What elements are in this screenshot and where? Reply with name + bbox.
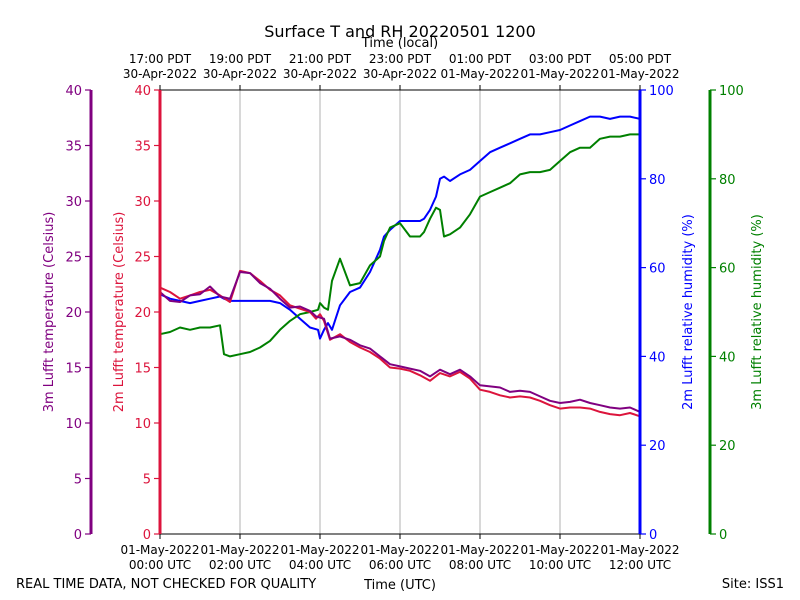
axis-tick-label: 60 [649, 262, 666, 277]
axis-tick-label: 20 [65, 306, 82, 321]
top-tick-label: 05:00 PDT [609, 52, 672, 66]
axis-tick-label: 10 [134, 417, 151, 432]
series-lines [159, 115, 641, 418]
axis-tick-label: 40 [649, 350, 666, 365]
axis-tick-label: 20 [134, 306, 151, 321]
axis-2m-humidity: 0 20 40 60 80 100 2m Lufft relative humidity (… [638, 84, 696, 543]
axis-title: 2m Lufft relative humidity (%) [681, 214, 696, 410]
axis-title: 2m Lufft temperature (Celsius) [112, 212, 127, 413]
top-tick-date: 30-Apr-2022 [363, 67, 437, 81]
axis-tick-label: 80 [649, 173, 666, 188]
bottom-axis-label: Time (UTC) [363, 578, 436, 593]
axis-tick-label: 25 [65, 251, 82, 266]
axis-tick-label: 35 [134, 140, 151, 155]
site-label: Site: ISS1 [722, 577, 784, 592]
bottom-tick-date: 01-May-2022 [280, 543, 359, 557]
axis-tick-label: 80 [719, 173, 736, 188]
top-tick-label: 23:00 PDT [369, 52, 432, 66]
top-tick-label: 17:00 PDT [129, 52, 192, 66]
axis-tick-label: 5 [143, 473, 151, 488]
axis-tick-label: 40 [134, 84, 151, 99]
axis-tick-label: 5 [74, 473, 82, 488]
axis-tick-label: 0 [143, 528, 151, 543]
axis-tick-label: 15 [134, 362, 151, 377]
grid-lines [239, 90, 561, 534]
axis-title: 3m Lufft relative humidity (%) [750, 214, 765, 410]
top-tick-label: 03:00 PDT [529, 52, 592, 66]
quality-disclaimer: REAL TIME DATA, NOT CHECKED FOR QUALITY [16, 577, 316, 592]
axis-tick-label: 100 [649, 84, 674, 99]
axis-3m-temperature: 0 5 10 15 20 25 30 35 40 3m Lufft temperature (Ce… [42, 84, 93, 543]
top-tick-date: 01-May-2022 [520, 67, 599, 81]
bottom-tick-date: 01-May-2022 [600, 543, 679, 557]
bottom-tick-label: 04:00 UTC [289, 558, 351, 572]
axis-3m-humidity: 0 20 40 60 80 100 3m Lufft relative humidity (… [708, 84, 765, 543]
chart-title: Surface T and RH 20220501 1200 [264, 22, 536, 41]
axis-tick-label: 0 [719, 528, 727, 543]
axis-tick-label: 0 [74, 528, 82, 543]
bottom-tick-date: 01-May-2022 [200, 543, 279, 557]
axis-tick-label: 30 [134, 195, 151, 210]
series-line-t3m [159, 271, 641, 413]
axis-2m-temperature: 0 5 10 15 20 25 30 35 40 2m Lufft temperature (Ce… [112, 84, 162, 543]
top-tick-date: 30-Apr-2022 [283, 67, 357, 81]
bottom-tick-label: 12:00 UTC [609, 558, 671, 572]
bottom-tick-label: 08:00 UTC [449, 558, 511, 572]
bottom-tick-label: 10:00 UTC [529, 558, 591, 572]
axis-tick-label: 20 [649, 439, 666, 454]
top-tick-label: 19:00 PDT [209, 52, 272, 66]
top-tick-label: 01:00 PDT [449, 52, 512, 66]
top-tick-label: 21:00 PDT [289, 52, 352, 66]
axis-tick-label: 10 [65, 417, 82, 432]
top-tick-date: 30-Apr-2022 [123, 67, 197, 81]
axis-tick-label: 40 [719, 350, 736, 365]
top-tick-date: 01-May-2022 [440, 67, 519, 81]
series-line-rh3m [159, 133, 640, 358]
axis-tick-label: 25 [134, 251, 151, 266]
bottom-tick-date: 01-May-2022 [360, 543, 439, 557]
top-tick-date: 01-May-2022 [600, 67, 679, 81]
axis-tick-label: 20 [719, 439, 736, 454]
top-tick-date: 30-Apr-2022 [203, 67, 277, 81]
axis-tick-label: 0 [649, 528, 657, 543]
top-axis-label: Time (local) [361, 36, 438, 51]
bottom-tick-date: 01-May-2022 [120, 543, 199, 557]
axis-tick-label: 30 [65, 195, 82, 210]
axis-title: 3m Lufft temperature (Celsius) [42, 212, 57, 413]
axis-tick-label: 60 [719, 262, 736, 277]
axis-tick-label: 100 [719, 84, 744, 99]
bottom-tick-date: 01-May-2022 [520, 543, 599, 557]
axis-tick-label: 15 [65, 362, 82, 377]
axis-tick-label: 40 [65, 84, 82, 99]
bottom-tick-date: 01-May-2022 [440, 543, 519, 557]
axis-tick-label: 35 [65, 140, 82, 155]
bottom-tick-label: 06:00 UTC [369, 558, 431, 572]
bottom-tick-label: 00:00 UTC [129, 558, 191, 572]
bottom-tick-label: 02:00 UTC [209, 558, 271, 572]
